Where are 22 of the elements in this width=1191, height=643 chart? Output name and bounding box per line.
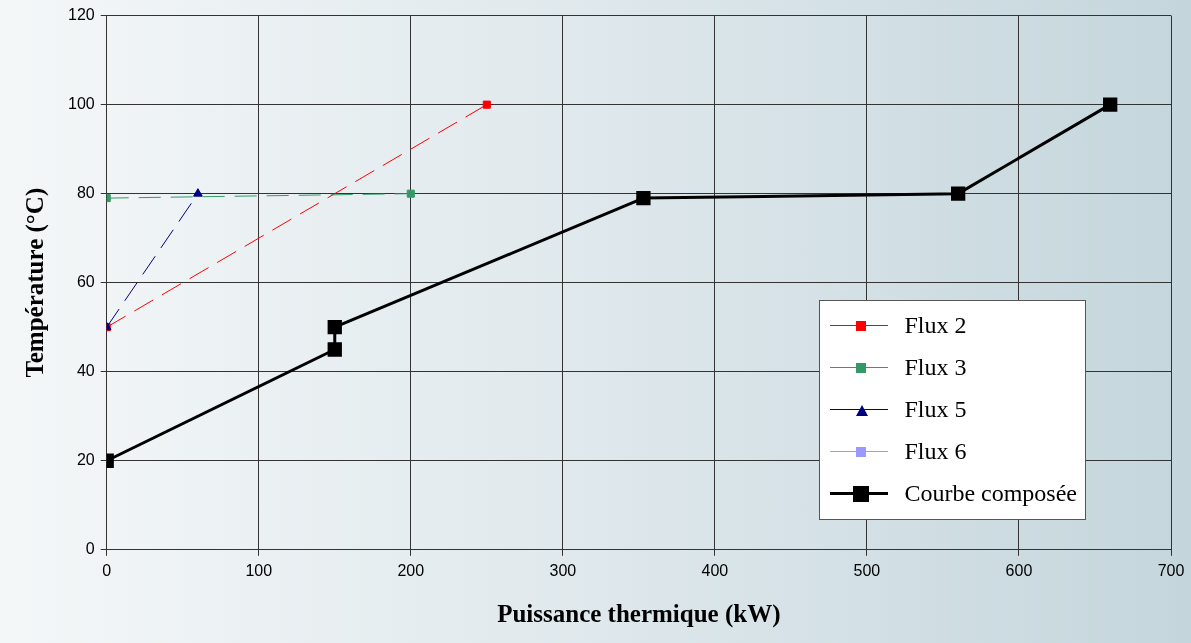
legend-label: Flux 3 <box>904 354 967 382</box>
legend-label: Courbe composée <box>904 480 1077 508</box>
legend-label: Flux 2 <box>904 312 967 340</box>
y-tick-label: 0 <box>85 540 95 558</box>
x-tick-label: 400 <box>701 561 729 579</box>
x-axis-title: Puissance thermique (kW) <box>497 600 781 629</box>
y-tick-label: 60 <box>76 273 95 291</box>
x-tick-label: 600 <box>1005 561 1033 579</box>
y-tick-label: 100 <box>67 95 95 113</box>
y-tick-label: 20 <box>76 451 95 469</box>
x-tick-label: 0 <box>102 561 112 579</box>
x-tick-label: 100 <box>245 561 273 579</box>
y-tick-label: 80 <box>76 184 95 202</box>
y-tick-label: 120 <box>67 6 95 24</box>
legend-label: Flux 6 <box>904 438 967 466</box>
x-tick-label: 700 <box>1157 561 1185 579</box>
x-tick-label: 300 <box>549 561 577 579</box>
y-axis-title: Température (°C) <box>21 187 50 378</box>
legend-label: Flux 5 <box>904 396 967 424</box>
y-tick-label: 40 <box>76 362 95 380</box>
x-tick-label: 200 <box>397 561 425 579</box>
x-tick-label: 500 <box>853 561 881 579</box>
